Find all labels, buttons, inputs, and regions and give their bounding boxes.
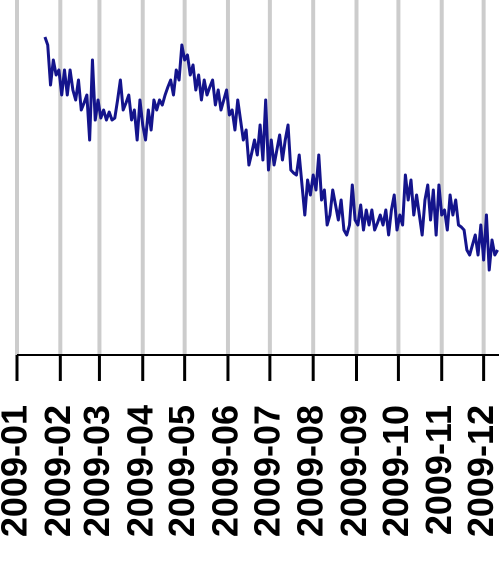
x-tick-label: 2009-01 <box>0 405 35 537</box>
x-tick-label: 2009-04 <box>119 405 160 537</box>
x-tick-label: 2009-02 <box>37 405 78 537</box>
x-tick-label: 2009-07 <box>246 405 287 537</box>
x-tick-label: 2009-05 <box>161 405 202 537</box>
x-tick-label: 2009-10 <box>375 405 416 537</box>
x-tick-label: 2009-09 <box>333 405 374 537</box>
data-line <box>43 36 499 272</box>
x-tick-label: 2009-11 <box>418 405 459 535</box>
x-tick-label: 2009-06 <box>204 405 245 537</box>
x-tick-label: 2009-12 <box>460 405 499 537</box>
x-tick-label: 2009-03 <box>76 405 117 537</box>
x-tick-label: 2009-08 <box>290 405 331 537</box>
